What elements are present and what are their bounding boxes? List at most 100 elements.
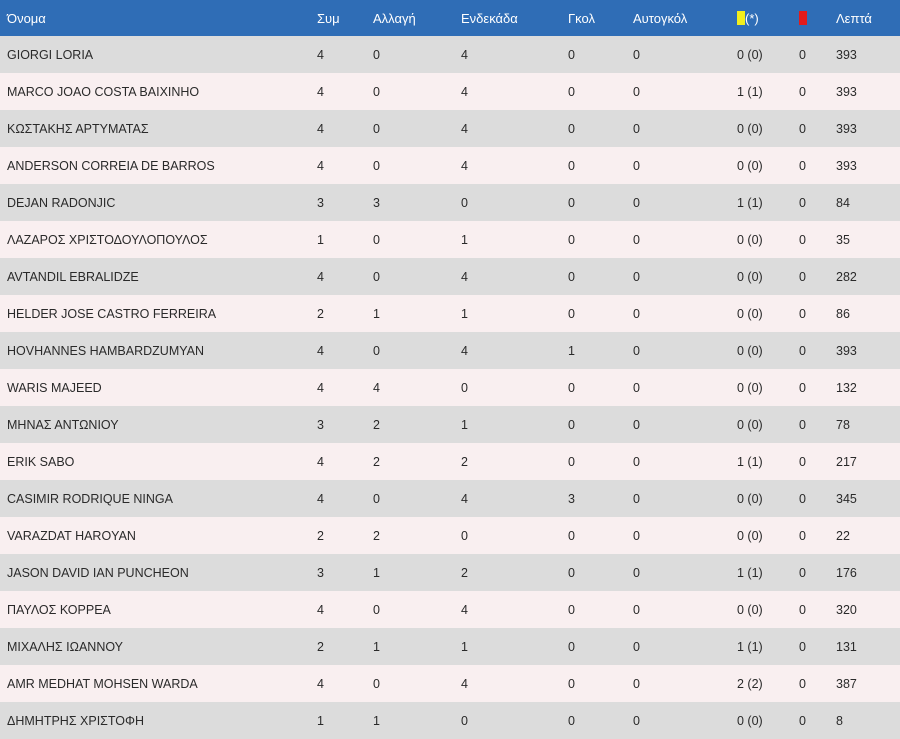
cell-yellow: 0 (0): [737, 417, 763, 432]
cell-yellow: 0 (0): [737, 158, 763, 173]
table-row: HOVHANNES HAMBARDZUMYAN 4 0 4 1 0 0 (0) 0 393: [0, 332, 900, 369]
cell-own-goals: 0: [633, 602, 640, 617]
cell-goals: 0: [568, 269, 575, 284]
cell-minutes: 387: [836, 676, 857, 691]
cell-goals: 0: [568, 676, 575, 691]
table-body: GIORGI LORIA 4 0 4 0 0 0 (0) 0 393 MARCO JOAO COS…: [0, 36, 900, 739]
cell-red: 0: [799, 454, 806, 469]
cell-own-goals: 0: [633, 232, 640, 247]
cell-goals: 0: [568, 454, 575, 469]
cell-apps: 4: [317, 676, 324, 691]
cell-goals: 0: [568, 47, 575, 62]
cell-name: ANDERSON CORREIA DE BARROS: [7, 158, 215, 173]
cell-minutes: 393: [836, 84, 857, 99]
cell-name: GIORGI LORIA: [7, 47, 94, 62]
cell-name: ΔΗΜΗΤΡΗΣ ΧΡΙΣΤΟΦΗ: [7, 713, 145, 728]
cell-goals: 0: [568, 195, 575, 210]
cell-name: ERIK SABO: [7, 454, 75, 469]
cell-lineup: 1: [461, 306, 468, 321]
cell-apps: 2: [317, 306, 324, 321]
cell-yellow: 0 (0): [737, 306, 763, 321]
cell-red: 0: [799, 158, 806, 173]
cell-lineup: 4: [461, 121, 468, 136]
cell-goals: 0: [568, 121, 575, 136]
cell-lineup: 0: [461, 380, 468, 395]
cell-yellow: 1 (1): [737, 195, 763, 210]
cell-yellow: 0 (0): [737, 491, 763, 506]
cell-name: MARCO JOAO COSTA BAIXINHO: [7, 84, 200, 99]
cell-own-goals: 0: [633, 195, 640, 210]
cell-apps: 4: [317, 343, 324, 358]
cell-apps: 3: [317, 417, 324, 432]
cell-own-goals: 0: [633, 491, 640, 506]
cell-own-goals: 0: [633, 528, 640, 543]
cell-yellow: 0 (0): [737, 47, 763, 62]
cell-name: AMR MEDHAT MOHSEN WARDA: [7, 676, 198, 691]
cell-red: 0: [799, 565, 806, 580]
cell-apps: 4: [317, 491, 324, 506]
col-header-minutes[interactable]: Λεπτά: [836, 10, 872, 26]
cell-red: 0: [799, 676, 806, 691]
cell-goals: 0: [568, 232, 575, 247]
cell-own-goals: 0: [633, 417, 640, 432]
cell-sub: 0: [373, 602, 380, 617]
cell-own-goals: 0: [633, 306, 640, 321]
cell-apps: 4: [317, 158, 324, 173]
col-header-yellow[interactable]: (*): [730, 0, 792, 36]
cell-lineup: 0: [461, 195, 468, 210]
cell-goals: 0: [568, 528, 575, 543]
cell-yellow: 0 (0): [737, 269, 763, 284]
cell-apps: 2: [317, 528, 324, 543]
cell-minutes: 8: [836, 713, 843, 728]
cell-name: CASIMIR RODRIQUE NINGA: [7, 491, 173, 506]
cell-goals: 0: [568, 84, 575, 99]
col-header-apps[interactable]: Συμ: [317, 10, 340, 26]
cell-minutes: 393: [836, 158, 857, 173]
cell-minutes: 131: [836, 639, 857, 654]
cell-goals: 3: [568, 491, 575, 506]
col-header-own-goals[interactable]: Αυτογκόλ: [633, 10, 688, 26]
cell-yellow: 1 (1): [737, 639, 763, 654]
col-header-name[interactable]: Όνομα: [7, 10, 46, 26]
col-header-sub[interactable]: Αλλαγή: [373, 10, 416, 26]
cell-own-goals: 0: [633, 84, 640, 99]
cell-own-goals: 0: [633, 454, 640, 469]
cell-sub: 0: [373, 84, 380, 99]
cell-name: VARAZDAT HAROYAN: [7, 528, 136, 543]
cell-goals: 1: [568, 343, 575, 358]
col-header-red[interactable]: [792, 0, 829, 36]
cell-yellow: 1 (1): [737, 84, 763, 99]
yellow-header-suffix: (*): [745, 10, 759, 26]
col-header-goals[interactable]: Γκολ: [568, 10, 595, 26]
cell-apps: 4: [317, 380, 324, 395]
cell-minutes: 345: [836, 491, 857, 506]
cell-minutes: 393: [836, 343, 857, 358]
cell-yellow: 0 (0): [737, 121, 763, 136]
cell-lineup: 0: [461, 713, 468, 728]
cell-red: 0: [799, 639, 806, 654]
table-header-row: Όνομα Συμ Αλλαγή Ενδεκάδα Γκολ Αυτογκόλ …: [0, 0, 900, 36]
table-row: ΠΑΥΛΟΣ ΚΟΡΡΕΑ 4 0 4 0 0 0 (0) 0 320: [0, 591, 900, 628]
cell-sub: 0: [373, 232, 380, 247]
cell-apps: 3: [317, 565, 324, 580]
cell-lineup: 1: [461, 417, 468, 432]
cell-sub: 0: [373, 121, 380, 136]
cell-sub: 2: [373, 417, 380, 432]
cell-red: 0: [799, 195, 806, 210]
table-row: JASON DAVID IAN PUNCHEON 3 1 2 0 0 1 (1) 0 176: [0, 554, 900, 591]
cell-red: 0: [799, 602, 806, 617]
cell-name: JASON DAVID IAN PUNCHEON: [7, 565, 189, 580]
cell-lineup: 4: [461, 158, 468, 173]
cell-lineup: 2: [461, 454, 468, 469]
cell-name: HOVHANNES HAMBARDZUMYAN: [7, 343, 205, 358]
cell-minutes: 393: [836, 47, 857, 62]
cell-name: HELDER JOSE CASTRO FERREIRA: [7, 306, 217, 321]
cell-sub: 1: [373, 565, 380, 580]
cell-own-goals: 0: [633, 343, 640, 358]
table-row: WARIS MAJEED 4 4 0 0 0 0 (0) 0 132: [0, 369, 900, 406]
cell-lineup: 1: [461, 639, 468, 654]
cell-goals: 0: [568, 565, 575, 580]
cell-sub: 0: [373, 676, 380, 691]
col-header-lineup[interactable]: Ενδεκάδα: [461, 10, 518, 26]
cell-goals: 0: [568, 158, 575, 173]
